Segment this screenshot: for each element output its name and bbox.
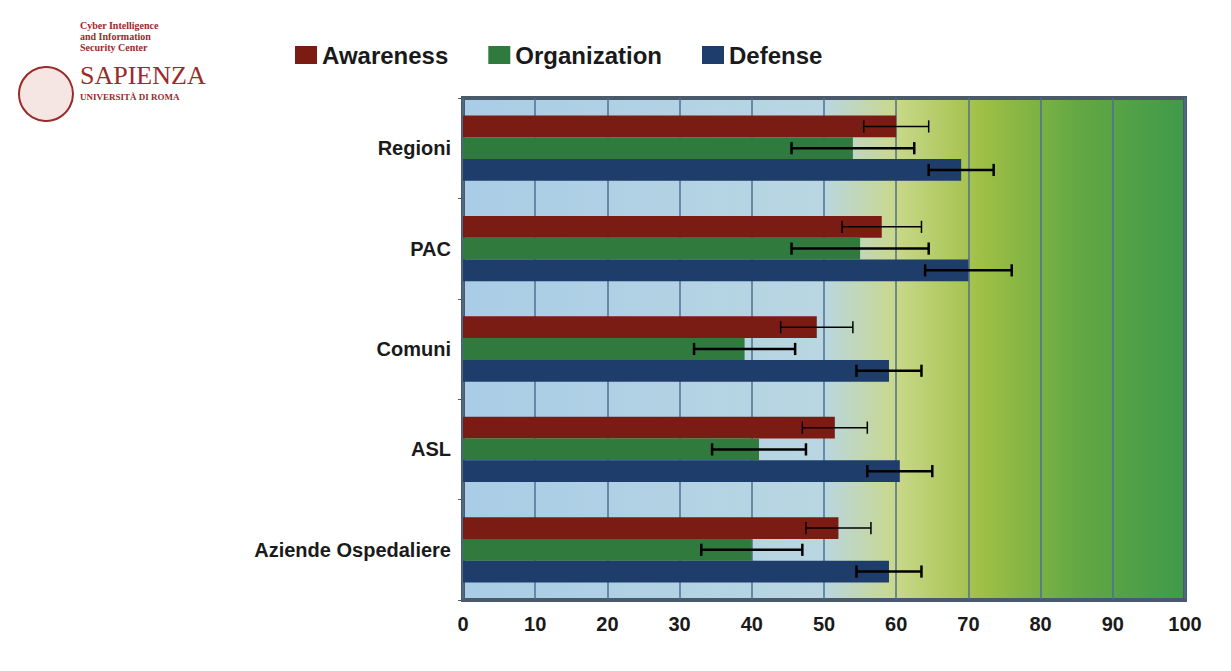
svg-text:Defense: Defense bbox=[729, 42, 822, 69]
svg-text:10: 10 bbox=[524, 613, 546, 635]
svg-text:Aziende Ospedaliere: Aziende Ospedaliere bbox=[254, 539, 451, 561]
svg-text:30: 30 bbox=[668, 613, 690, 635]
svg-text:Cyber Intelligence: Cyber Intelligence bbox=[80, 20, 159, 31]
svg-text:SAPIENZA: SAPIENZA bbox=[80, 61, 206, 90]
svg-text:Regioni: Regioni bbox=[378, 137, 451, 159]
svg-text:ASL: ASL bbox=[411, 438, 451, 460]
svg-text:0: 0 bbox=[457, 613, 468, 635]
svg-text:and Information: and Information bbox=[80, 31, 151, 42]
svg-text:100: 100 bbox=[1168, 613, 1201, 635]
svg-text:Security Center: Security Center bbox=[80, 42, 148, 53]
svg-text:40: 40 bbox=[741, 613, 763, 635]
svg-text:20: 20 bbox=[596, 613, 618, 635]
svg-text:Comuni: Comuni bbox=[377, 338, 451, 360]
svg-text:60: 60 bbox=[885, 613, 907, 635]
svg-text:90: 90 bbox=[1102, 613, 1124, 635]
svg-text:80: 80 bbox=[1029, 613, 1051, 635]
svg-text:Organization: Organization bbox=[515, 42, 662, 69]
svg-text:UNIVERSITÀ DI ROMA: UNIVERSITÀ DI ROMA bbox=[80, 92, 180, 102]
svg-text:PAC: PAC bbox=[410, 238, 451, 260]
svg-text:70: 70 bbox=[957, 613, 979, 635]
svg-text:Awareness: Awareness bbox=[322, 42, 448, 69]
svg-text:50: 50 bbox=[813, 613, 835, 635]
